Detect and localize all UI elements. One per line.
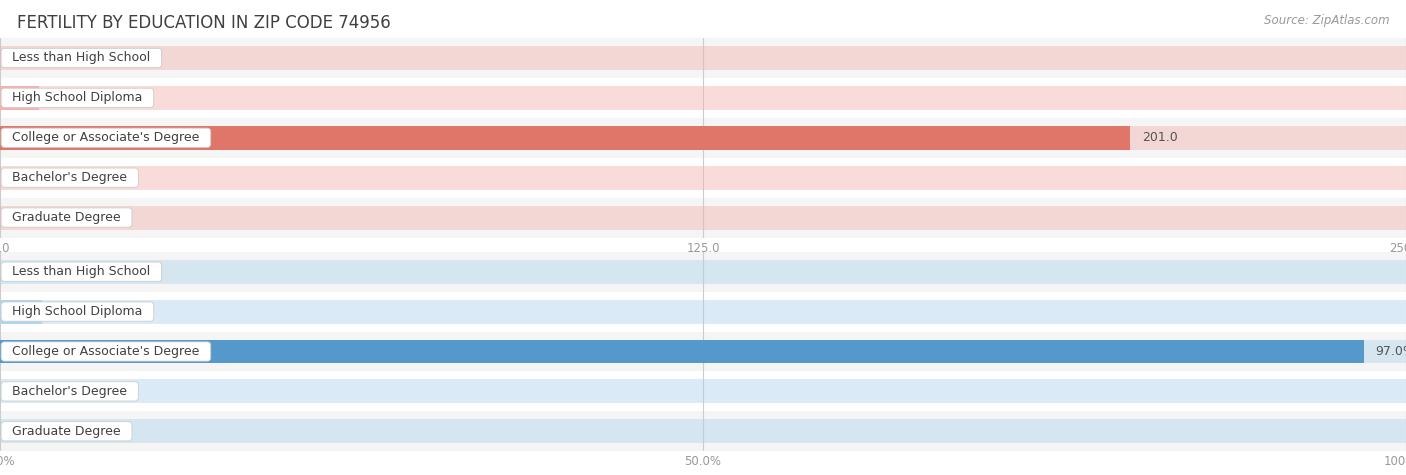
Bar [0, 118, 1406, 158]
Bar [0, 126, 1406, 150]
Text: 0.0: 0.0 [11, 211, 31, 224]
Bar [0, 340, 1406, 363]
Text: Less than High School: Less than High School [4, 265, 159, 278]
Bar [0, 126, 1130, 150]
Bar [0, 292, 1406, 332]
Text: Graduate Degree: Graduate Degree [4, 425, 129, 438]
Text: High School Diploma: High School Diploma [4, 305, 150, 318]
Bar [0, 411, 1406, 451]
Bar [0, 86, 39, 110]
Bar [0, 419, 1406, 443]
Text: 0.0: 0.0 [11, 51, 31, 65]
Bar [0, 340, 1364, 363]
Text: High School Diploma: High School Diploma [4, 91, 150, 104]
Text: Bachelor's Degree: Bachelor's Degree [4, 385, 135, 398]
Bar [0, 158, 1406, 198]
Text: FERTILITY BY EDUCATION IN ZIP CODE 74956: FERTILITY BY EDUCATION IN ZIP CODE 74956 [17, 14, 391, 32]
Text: 97.0%: 97.0% [1375, 345, 1406, 358]
Bar [0, 332, 1406, 371]
Bar [0, 206, 1406, 229]
Text: 0.0%: 0.0% [11, 385, 44, 398]
Text: 0.0%: 0.0% [11, 425, 44, 438]
Bar [0, 78, 1406, 118]
Bar [0, 300, 1406, 323]
Bar [0, 166, 1406, 190]
Bar [0, 38, 1406, 78]
Bar [0, 380, 1406, 403]
Text: College or Associate's Degree: College or Associate's Degree [4, 131, 208, 144]
Text: Less than High School: Less than High School [4, 51, 159, 65]
Text: College or Associate's Degree: College or Associate's Degree [4, 345, 208, 358]
Text: Graduate Degree: Graduate Degree [4, 211, 129, 224]
Text: Source: ZipAtlas.com: Source: ZipAtlas.com [1264, 14, 1389, 27]
Bar [0, 371, 1406, 411]
Text: Bachelor's Degree: Bachelor's Degree [4, 171, 135, 184]
Text: 201.0: 201.0 [1142, 131, 1177, 144]
Text: 0.0: 0.0 [11, 171, 31, 184]
Bar [0, 260, 1406, 284]
Bar [0, 300, 42, 323]
Bar [0, 198, 1406, 238]
Text: 0.0%: 0.0% [11, 265, 44, 278]
Text: 3.0%: 3.0% [53, 305, 86, 318]
Text: 7.0: 7.0 [51, 91, 70, 104]
Bar [0, 46, 1406, 70]
Bar [0, 252, 1406, 292]
Bar [0, 86, 1406, 110]
